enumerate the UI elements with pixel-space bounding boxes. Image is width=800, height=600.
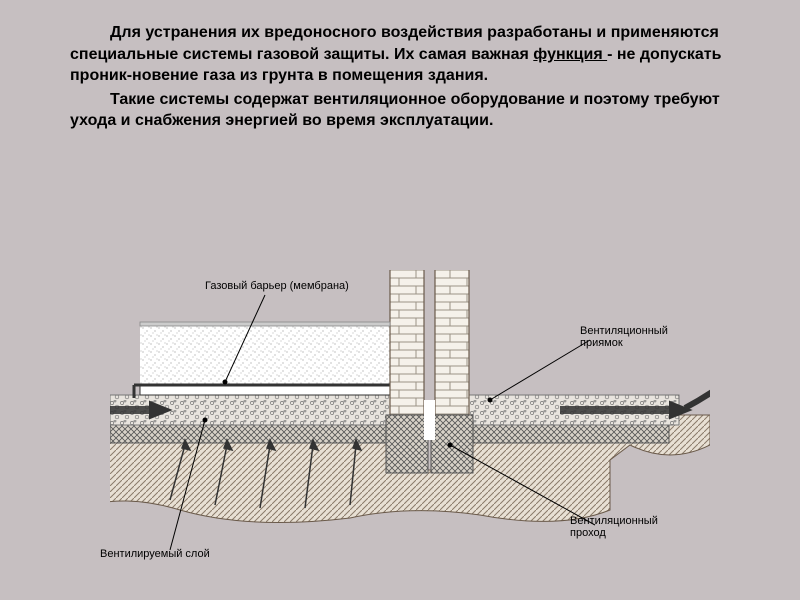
interior-space — [140, 325, 390, 385]
wall-left — [390, 270, 424, 415]
wall-left-footing — [386, 415, 428, 473]
footing-strip — [110, 425, 390, 443]
label-vent-pit-l1: Вентиляционный — [580, 325, 668, 337]
paragraph-1: Для устранения их вредоносного воздейств… — [70, 22, 750, 87]
label-vent-passage: Вентиляционный проход — [570, 515, 658, 539]
label-vent-passage-l1: Вентиляционный — [570, 515, 658, 527]
label-vent-pit: Вентиляционный приямок — [580, 325, 668, 349]
slide: Для устранения их вредоносного воздейств… — [0, 0, 800, 600]
label-vent-pit-l2: приямок — [580, 337, 668, 349]
diagram: Газовый барьер (мембрана) Вентиляционный… — [110, 270, 710, 580]
paragraph-2: Такие системы содержат вентиляционное об… — [70, 89, 750, 132]
body-text: Для устранения их вредоносного воздейств… — [70, 22, 750, 134]
label-vent-passage-l2: проход — [570, 527, 658, 539]
vent-passage-fill — [424, 400, 435, 440]
para1-underlined: функция — [533, 46, 607, 63]
label-membrane: Газовый барьер (мембрана) — [205, 280, 349, 292]
label-vent-layer: Вентилируемый слой — [100, 548, 210, 560]
footing-strip-right — [469, 425, 669, 443]
wall-right — [435, 270, 469, 415]
top-slab — [140, 322, 390, 326]
